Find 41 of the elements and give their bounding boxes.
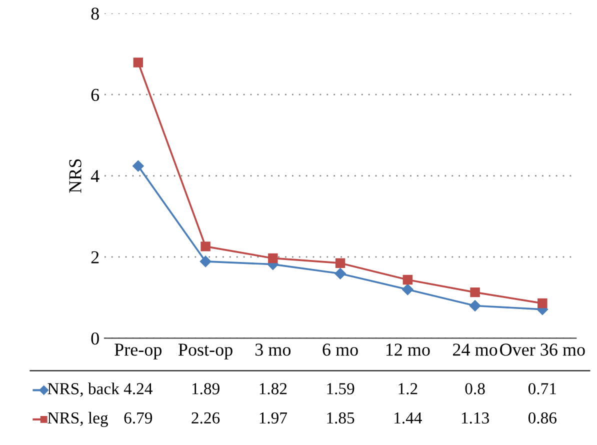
data-label: 0.8 — [465, 383, 485, 394]
point — [132, 160, 144, 172]
data-label: 1.59 — [327, 383, 354, 394]
y-tick-label: 4 — [90, 170, 100, 182]
legend-label: NRS, leg — [48, 412, 108, 427]
x-tick-label: 24 mo — [453, 344, 498, 356]
y-tick-label: 2 — [91, 251, 99, 264]
data-label: 1.82 — [260, 383, 287, 394]
x-tick-label: Post-op — [178, 344, 232, 360]
point — [335, 258, 346, 268]
y-tick-label: 6 — [91, 88, 100, 102]
data-label: 0.86 — [528, 412, 557, 424]
y-axis-title: NRS — [69, 159, 82, 193]
y-tick-label: 0 — [91, 332, 99, 345]
y-tick-label: 8 — [91, 8, 99, 20]
point — [268, 253, 278, 264]
data-label: 1.13 — [462, 412, 489, 424]
x-tick-label: 6 mo — [322, 344, 358, 356]
point — [402, 284, 414, 296]
point — [402, 274, 413, 285]
data-label: 1.2 — [398, 383, 418, 394]
point — [334, 268, 346, 280]
data-label: 2.26 — [192, 412, 220, 424]
point — [200, 256, 212, 268]
point — [469, 300, 481, 312]
x-tick-label: 12 mo — [386, 344, 430, 356]
data-label: 0.71 — [528, 383, 556, 394]
point — [538, 298, 548, 308]
data-label: 1.89 — [192, 383, 220, 394]
data-label: 1.44 — [394, 412, 422, 424]
x-tick-label: Pre-op — [114, 344, 162, 360]
data-label: 1.85 — [327, 412, 354, 424]
data-label: 4.24 — [124, 383, 152, 394]
point — [470, 287, 480, 298]
data-label: 6.79 — [124, 412, 152, 424]
point — [200, 242, 210, 252]
legend-label: NRS, back — [48, 382, 120, 397]
data-label: 1.97 — [260, 412, 288, 424]
x-tick-label: Over 36 mo — [500, 344, 585, 356]
x-tick-label: 3 mo — [255, 344, 291, 356]
point — [133, 58, 144, 68]
